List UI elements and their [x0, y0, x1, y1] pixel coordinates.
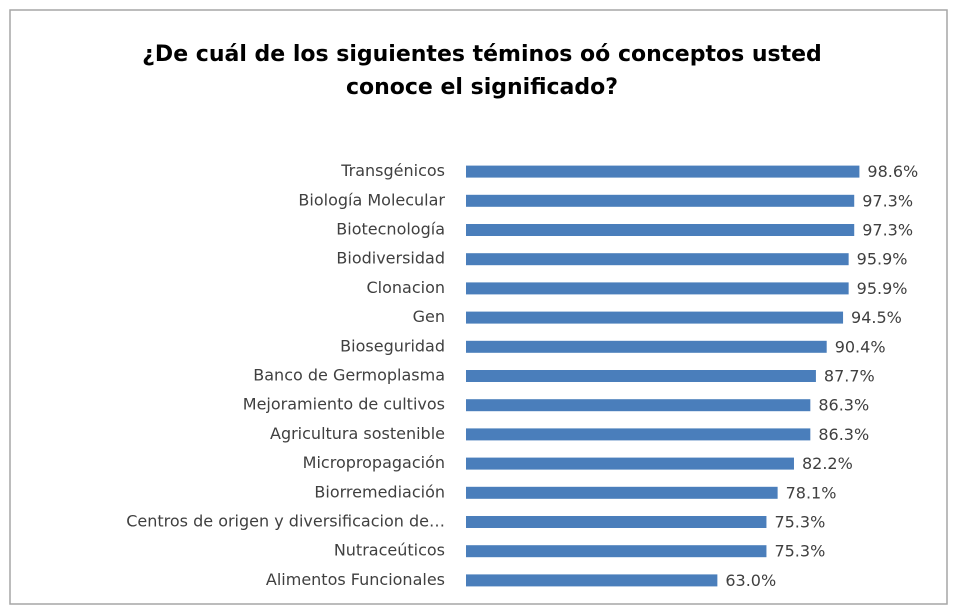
bar	[466, 486, 778, 499]
bar	[466, 340, 827, 353]
bar	[466, 574, 718, 587]
category-label: Transgénicos	[340, 161, 445, 180]
bar	[466, 311, 844, 324]
category-label: Banco de Germoplasma	[253, 366, 445, 385]
bar	[466, 545, 767, 558]
category-label: Biotecnología	[336, 220, 445, 239]
category-label: Clonacion	[366, 278, 445, 297]
bar	[466, 516, 767, 528]
category-label: Mejoramiento de cultivos	[243, 395, 445, 414]
category-label: Biología Molecular	[298, 190, 445, 209]
value-label: 98.6%	[867, 162, 918, 181]
value-label: 75.3%	[774, 513, 825, 532]
value-label: 97.3%	[862, 191, 913, 210]
bar	[466, 457, 794, 470]
value-label: 78.1%	[786, 483, 837, 502]
bar	[466, 428, 811, 441]
category-label: Nutraceúticos	[334, 541, 445, 560]
value-label: 86.3%	[818, 425, 869, 444]
category-label: Alimentos Funcionales	[266, 570, 445, 589]
chart-title: conoce el significado?	[346, 75, 618, 100]
value-label: 82.2%	[802, 454, 853, 473]
value-label: 87.7%	[824, 367, 875, 386]
value-label: 86.3%	[818, 396, 869, 415]
category-label: Biodiversidad	[336, 249, 445, 268]
category-label: Agricultura sostenible	[270, 424, 445, 443]
value-label: 95.9%	[857, 250, 908, 269]
chart-border	[9, 9, 948, 605]
category-label: Biorremediación	[314, 482, 445, 501]
bar	[466, 165, 860, 178]
bar	[466, 282, 849, 295]
category-label: Bioseguridad	[340, 336, 445, 355]
value-label: 75.3%	[774, 542, 825, 561]
bar	[466, 399, 811, 412]
bar	[466, 194, 855, 207]
bar	[466, 224, 855, 236]
value-label: 90.4%	[835, 337, 886, 356]
value-label: 63.0%	[725, 571, 776, 590]
chart-title: ¿De cuál de los siguientes téminos oó co…	[142, 42, 822, 67]
category-label: Micropropagación	[303, 453, 445, 472]
category-label: Gen	[413, 307, 445, 326]
category-label: Centros de origen y diversificacion de…	[126, 512, 445, 531]
bar	[466, 253, 849, 266]
bar	[466, 370, 816, 382]
value-label: 95.9%	[857, 279, 908, 298]
value-label: 97.3%	[862, 221, 913, 240]
value-label: 94.5%	[851, 308, 902, 327]
